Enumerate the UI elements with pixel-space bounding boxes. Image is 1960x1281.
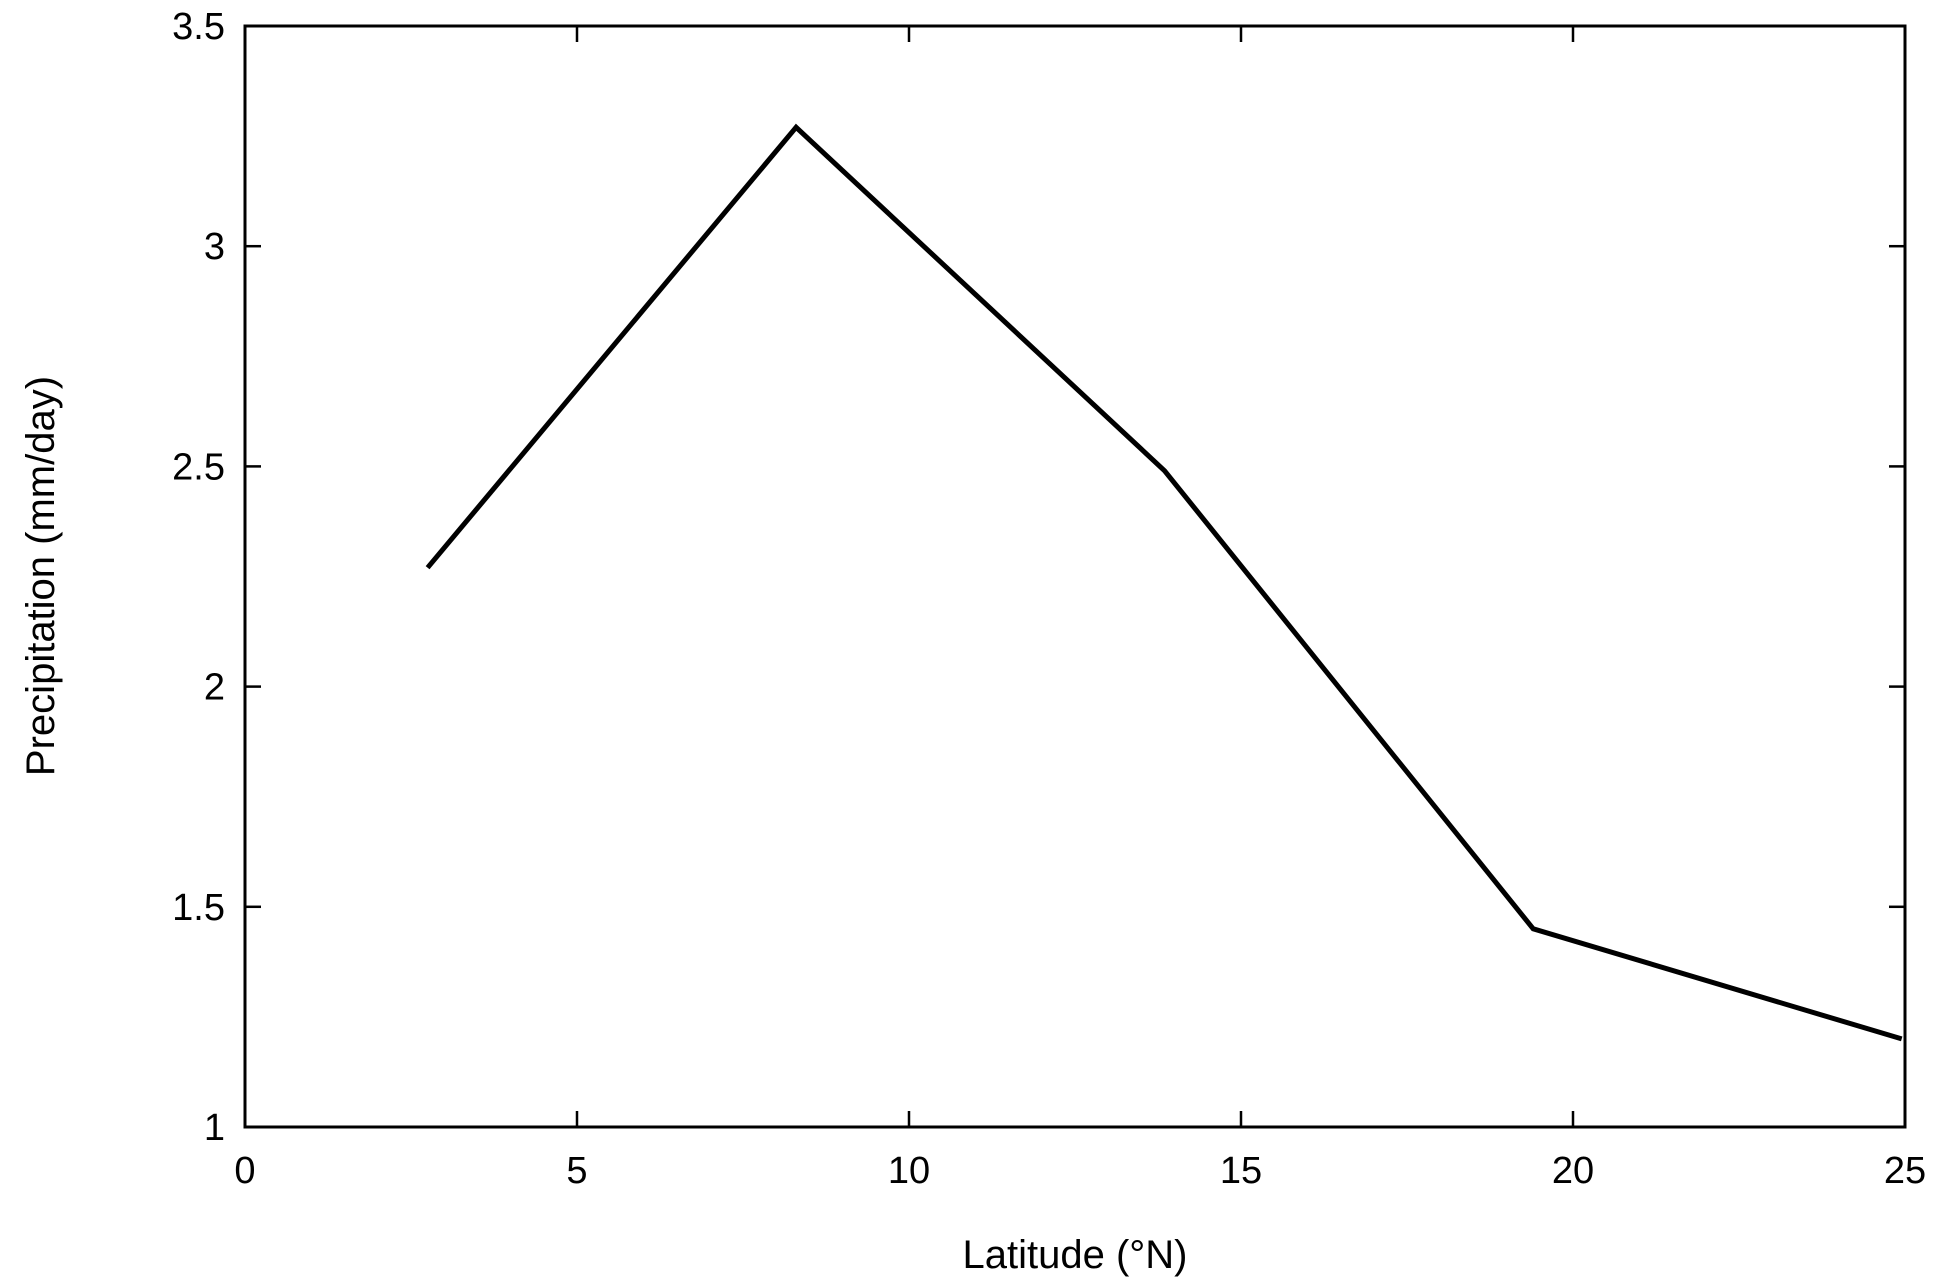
y-tick-label: 2: [204, 667, 225, 709]
x-tick-label: 0: [234, 1150, 255, 1192]
y-tick-labels: 1 1.5 2 2.5 3 3.5: [172, 6, 225, 1149]
plot-frame: [243, 24, 1907, 1129]
x-tick-label: 10: [888, 1150, 930, 1192]
y-tick-label: 3: [204, 226, 225, 268]
y-tick-label: 1.5: [172, 887, 225, 929]
y-tick-label: 1: [204, 1107, 225, 1149]
y-tick-label: 3.5: [172, 6, 225, 48]
x-tick-labels: 0 5 10 15 20 25: [234, 1150, 1926, 1192]
y-tick-label: 2.5: [172, 446, 225, 488]
y-axis-label: Precipitation (mm/day): [19, 376, 63, 776]
series-line: [425, 123, 1903, 1042]
x-tick-label: 15: [1220, 1150, 1262, 1192]
x-axis-label: Latitude (°N): [963, 1233, 1188, 1277]
tick-marks: [243, 24, 1907, 1129]
x-tick-label: 5: [566, 1150, 587, 1192]
series-layer: [425, 123, 1903, 1042]
x-tick-label: 20: [1552, 1150, 1594, 1192]
x-tick-label: 25: [1884, 1150, 1926, 1192]
